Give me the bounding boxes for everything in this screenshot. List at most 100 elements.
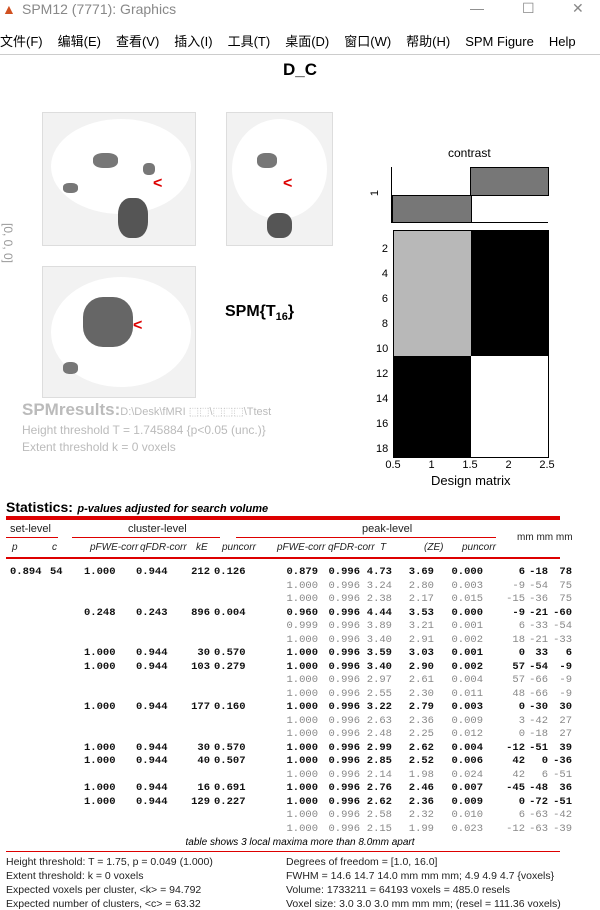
table-cell: 3.24 [366, 579, 392, 592]
table-row: 1.000 0.996 2.14 1.98 0.024 42 6 -51 [0, 769, 600, 782]
menu-item[interactable]: 帮助(H) [406, 34, 451, 49]
column-header: qFDR-corr [328, 542, 375, 553]
table-row: 0.248 0.243 896 0.004 0.960 0.996 4.44 3.53 0.00… [0, 607, 600, 620]
table-cell: 0.002 [451, 633, 483, 646]
contrast-ytick: 1 [369, 189, 382, 197]
table-cell: 3.40 [366, 633, 392, 646]
menu-item[interactable]: 窗口(W) [344, 34, 392, 49]
menu-item[interactable]: SPM Figure [465, 34, 534, 49]
table-cell: -39 [553, 822, 572, 835]
menu-item[interactable]: 插入(I) [174, 34, 213, 49]
table-cell: -36 [553, 755, 572, 767]
table-cell: 2.62 [408, 741, 434, 754]
menu-item[interactable]: 编辑(E) [57, 34, 101, 49]
table-cell: 2.38 [366, 593, 392, 605]
table-cell: 2.62 [366, 795, 392, 808]
table-cell: -33 [553, 633, 572, 646]
table-cell: -66 [529, 687, 548, 700]
table-cell: 0.996 [328, 674, 360, 686]
table-cell: 0.004 [214, 606, 246, 619]
matlab-icon: ▲ [2, 1, 16, 17]
design-ytick: 10 [376, 343, 389, 355]
table-cell: 103 [191, 660, 210, 673]
divider [6, 557, 560, 559]
table-cell: 2.99 [366, 741, 392, 754]
table-cell: -63 [529, 809, 548, 821]
title-bar: ▲ SPM12 (7771): Graphics — ☐ ✕ [0, 0, 600, 20]
table-cell: 0.160 [214, 701, 246, 713]
set-level-header: set-level [10, 523, 51, 535]
table-cell: 40 [197, 755, 210, 767]
table-cell: 36 [559, 782, 572, 794]
table-cell: 0.996 [328, 701, 360, 713]
footer-right-line: Volume: 1733211 = 64193 voxels = 485.0 r… [286, 884, 510, 896]
table-cell: 0.248 [84, 606, 116, 619]
maximize-button[interactable]: ☐ [522, 0, 535, 16]
table-cell: 2.32 [408, 809, 434, 821]
table-cell: -51 [553, 768, 572, 781]
table-cell: 0.996 [328, 755, 360, 767]
design-ytick: 12 [376, 368, 389, 380]
table-cell: 0.996 [328, 822, 360, 835]
footer-right-line: FWHM = 14.6 14.7 14.0 mm mm mm; 4.9 4.9 … [286, 870, 555, 882]
menu-item[interactable]: 桌面(D) [285, 34, 330, 49]
table-cell: 0.003 [451, 701, 483, 713]
footer-right-line: Voxel size: 3.0 3.0 3.0 mm mm mm; (resel… [286, 898, 561, 910]
table-cell: 30 [559, 701, 572, 713]
table-cell: 18 [512, 633, 525, 646]
table-cell: 0 [541, 755, 548, 767]
table-cell: 30 [197, 741, 210, 754]
table-cell: 0.227 [214, 795, 246, 808]
table-cell: 1.000 [286, 687, 318, 700]
extent-threshold-text: Extent threshold k = 0 voxels [22, 440, 176, 454]
divider [6, 851, 560, 852]
glass-brain-sagittal: < [42, 112, 196, 246]
peak-level-header: peak-level [362, 523, 413, 535]
table-cell: 2.61 [408, 674, 434, 686]
contrast-bar-2 [470, 167, 549, 196]
table-row: 1.000 0.996 2.48 2.25 0.012 0 -18 27 [0, 728, 600, 741]
design-xtick: 0.5 [385, 459, 401, 471]
table-cell: -66 [529, 674, 548, 686]
coordinate-readout: [0, 0, 0] [1, 222, 15, 264]
menu-item[interactable]: 工具(T) [227, 34, 271, 49]
close-button[interactable]: ✕ [572, 0, 584, 16]
table-cell: 0.000 [451, 566, 483, 578]
table-cell: -12 [506, 741, 525, 754]
table-cell: 1.000 [286, 782, 318, 794]
table-cell: 0.996 [328, 606, 360, 619]
table-cell: 0.944 [136, 647, 168, 659]
table-cell: 0.996 [328, 741, 360, 754]
menu-item[interactable]: 文件(F) [0, 34, 43, 49]
menu-item[interactable]: 查看(V) [115, 34, 160, 49]
column-header: kE [196, 542, 208, 553]
menu-item[interactable]: Help [548, 34, 576, 49]
table-cell: 1.000 [84, 647, 116, 659]
column-header: pFWE-corr [277, 542, 326, 553]
table-cell: 0.944 [136, 741, 168, 754]
minimize-button[interactable]: — [470, 0, 484, 16]
table-cell: -42 [529, 714, 548, 727]
table-cell: 2.46 [408, 782, 434, 794]
table-cell: -72 [529, 795, 548, 808]
table-cell: 3 [518, 714, 525, 727]
design-matrix [393, 230, 549, 458]
design-ytick: 18 [376, 443, 389, 455]
table-cell: 1.000 [286, 768, 318, 781]
table-cell: 6 [565, 647, 572, 659]
column-header: p [12, 542, 18, 553]
table-cell: 2.90 [408, 660, 434, 673]
table-cell: 1.000 [286, 647, 318, 659]
table-cell: 4.73 [366, 566, 392, 578]
mm-header: mm mm mm [517, 532, 573, 543]
column-header: (ZE) [424, 542, 444, 553]
table-cell: 1.000 [286, 593, 318, 605]
design-ytick: 2 [381, 243, 388, 255]
table-cell: 0.007 [451, 782, 483, 794]
table-cell: 54 [50, 566, 63, 578]
table-row: 1.000 0.996 2.38 2.17 0.015 -15 -36 75 [0, 593, 600, 606]
column-header: pFWE-corr [90, 542, 139, 553]
table-cell: 42 [512, 755, 525, 767]
footer-left-line: Extent threshold: k = 0 voxels [6, 870, 144, 882]
table-cell: -51 [553, 795, 572, 808]
